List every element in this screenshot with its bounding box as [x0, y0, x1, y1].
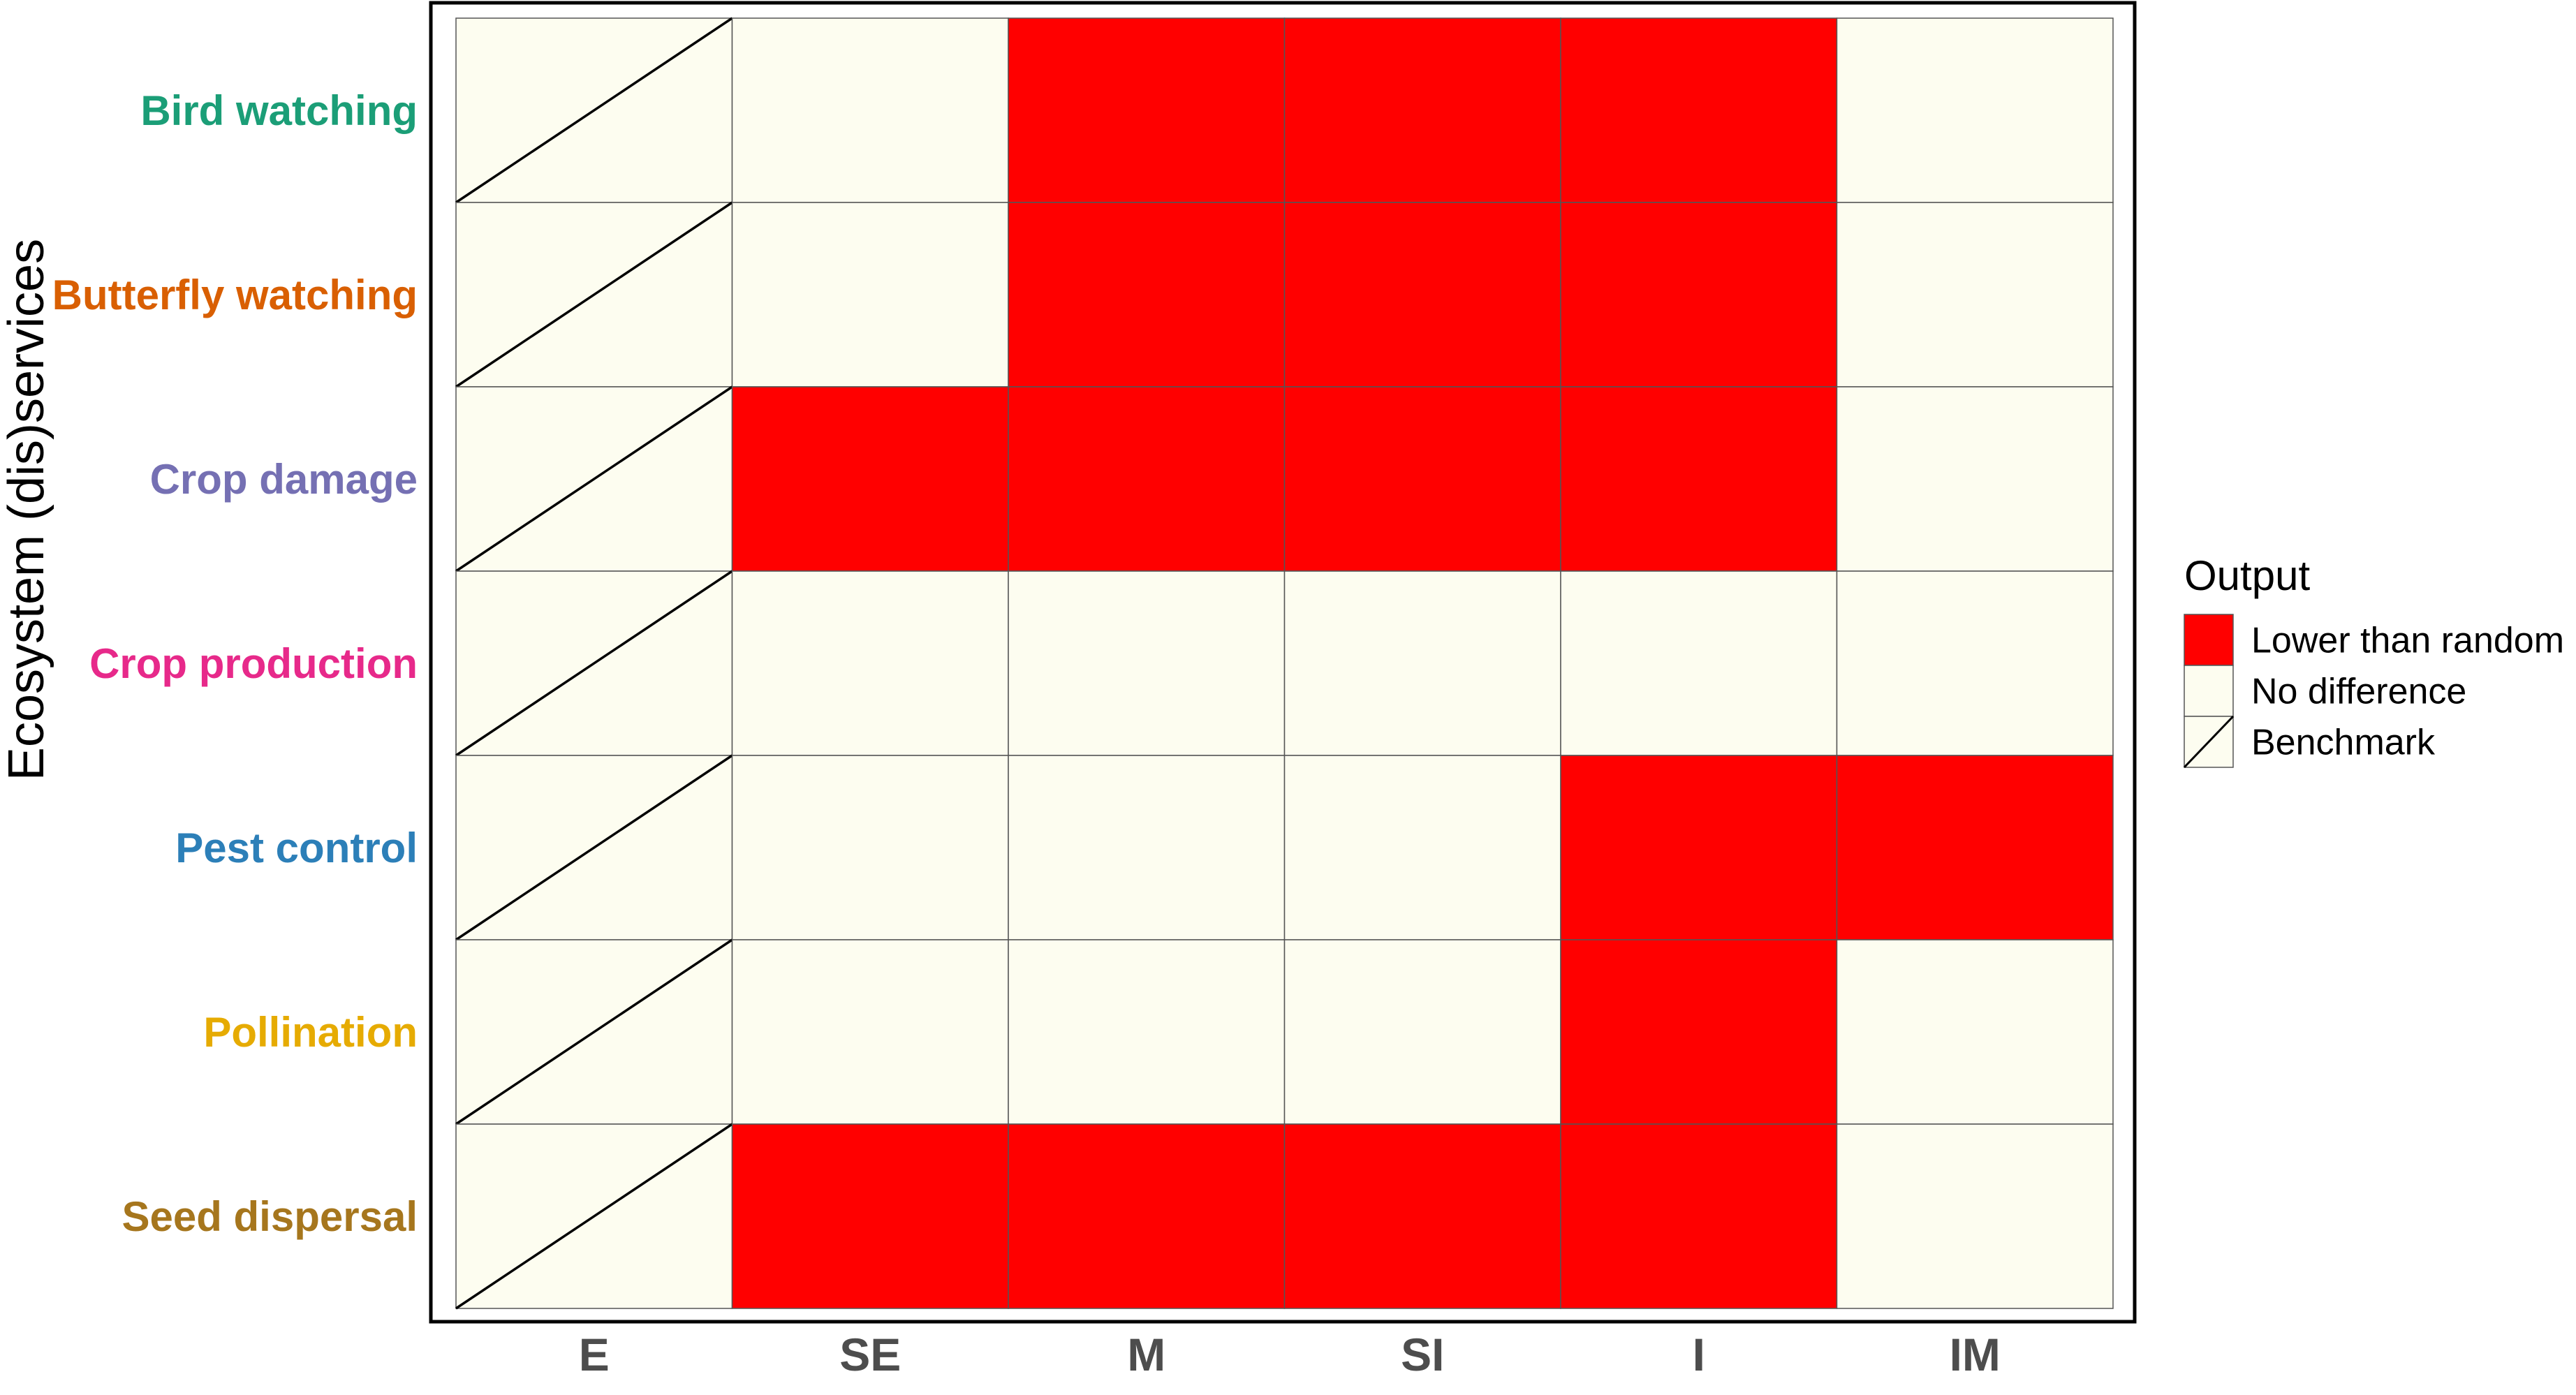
- legend-label-benchmark: Benchmark: [2251, 723, 2436, 763]
- cell-butterfly-watching-si: [1283, 202, 1561, 388]
- cell-butterfly-watching-i: [1560, 202, 1838, 388]
- benchmark-diagonal: [455, 17, 733, 204]
- heatmap-cells: [455, 17, 2114, 1310]
- cell-crop-production-si: [1283, 570, 1561, 756]
- cell-crop-damage-i: [1560, 386, 1838, 572]
- benchmark-diagonal: [455, 201, 733, 388]
- benchmark-diagonal: [455, 938, 733, 1125]
- legend-key-no-difference: [2184, 665, 2234, 717]
- x-axis-labels: E SE M SI I IM: [579, 1329, 2001, 1380]
- cell-pest-control-si: [1283, 755, 1561, 940]
- cell-pollination-se: [731, 939, 1009, 1125]
- y-tick-label-pest-control: Pest control: [175, 825, 418, 871]
- cell-pest-control-se: [731, 755, 1009, 940]
- cell-seed-dispersal-im: [1836, 1123, 2114, 1309]
- cell-crop-damage-im: [1836, 386, 2114, 572]
- cell-seed-dispersal-se: [731, 1123, 1009, 1309]
- benchmark-diagonal: [455, 754, 733, 941]
- cell-bird-watching-se: [731, 17, 1009, 203]
- cell-bird-watching-im: [1836, 17, 2114, 203]
- cell-pest-control-im: [1836, 755, 2114, 940]
- legend: Output Lower than random No difference Ben…: [2183, 552, 2564, 769]
- x-tick-label-e: E: [579, 1329, 610, 1380]
- benchmark-diagonal: [455, 570, 733, 757]
- legend-key-lower-than-random: [2184, 614, 2234, 666]
- benchmark-diagonal: [455, 1123, 733, 1310]
- cell-butterfly-watching-se: [731, 202, 1009, 388]
- cell-pollination-m: [1008, 939, 1286, 1125]
- cell-seed-dispersal-si: [1283, 1123, 1561, 1309]
- cell-butterfly-watching-im: [1836, 202, 2114, 388]
- x-tick-label-i: I: [1693, 1329, 1705, 1380]
- x-tick-label-se: SE: [839, 1329, 901, 1380]
- legend-title: Output: [2184, 552, 2310, 599]
- cell-pollination-im: [1836, 939, 2114, 1125]
- x-tick-label-si: SI: [1401, 1329, 1444, 1380]
- cell-crop-production-se: [731, 570, 1009, 756]
- cell-seed-dispersal-i: [1560, 1123, 1838, 1309]
- cell-crop-damage-m: [1008, 386, 1286, 572]
- cell-bird-watching-si: [1283, 17, 1561, 203]
- benchmark-diagonal: [455, 385, 733, 573]
- legend-label-no-difference: No difference: [2251, 672, 2466, 712]
- cell-crop-production-i: [1560, 570, 1838, 756]
- cell-crop-production-im: [1836, 570, 2114, 756]
- cell-crop-damage-se: [731, 386, 1009, 572]
- cell-seed-dispersal-m: [1008, 1123, 1286, 1309]
- y-axis-labels: Bird watching Butterfly watching Crop dama…: [52, 87, 418, 1240]
- y-axis-title: Ecosystem (dis)services: [0, 239, 54, 781]
- cell-crop-production-m: [1008, 570, 1286, 756]
- y-tick-label-butterfly-watching: Butterfly watching: [52, 272, 418, 318]
- cell-crop-damage-si: [1283, 386, 1561, 572]
- x-tick-label-m: M: [1127, 1329, 1165, 1380]
- y-tick-label-pollination: Pollination: [203, 1009, 418, 1056]
- y-tick-label-bird-watching: Bird watching: [140, 87, 418, 134]
- legend-label-lower-than-random: Lower than random: [2251, 621, 2564, 661]
- cell-pollination-si: [1283, 939, 1561, 1125]
- cell-pest-control-m: [1008, 755, 1286, 940]
- cell-bird-watching-m: [1008, 17, 1286, 203]
- cell-bird-watching-i: [1560, 17, 1838, 203]
- cell-butterfly-watching-m: [1008, 202, 1286, 388]
- legend-benchmark-diagonal: [2183, 715, 2235, 769]
- y-tick-label-crop-damage: Crop damage: [150, 456, 418, 503]
- y-tick-label-crop-production: Crop production: [89, 640, 418, 687]
- x-tick-label-im: IM: [1950, 1329, 2001, 1380]
- cell-pest-control-i: [1560, 755, 1838, 940]
- panel-border: [429, 1, 2137, 1324]
- cell-pollination-i: [1560, 939, 1838, 1125]
- y-tick-label-seed-dispersal: Seed dispersal: [122, 1193, 418, 1240]
